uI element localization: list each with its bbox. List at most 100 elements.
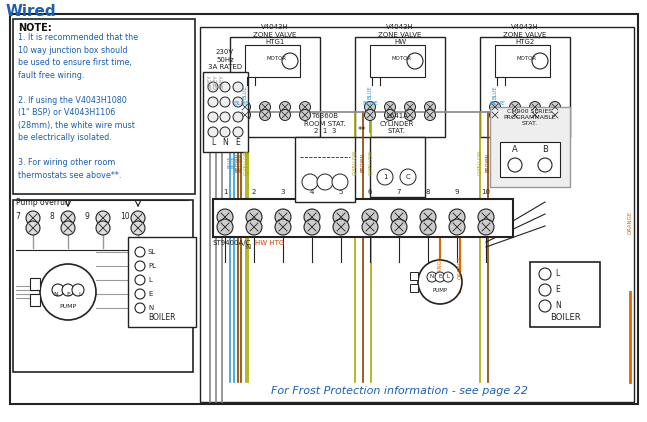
Circle shape xyxy=(275,219,291,235)
Circle shape xyxy=(135,303,145,313)
Circle shape xyxy=(135,275,145,285)
Text: Wired: Wired xyxy=(6,4,57,19)
Circle shape xyxy=(96,211,110,225)
Circle shape xyxy=(233,127,243,137)
Circle shape xyxy=(478,219,494,235)
Circle shape xyxy=(529,102,540,113)
Circle shape xyxy=(61,221,75,235)
Circle shape xyxy=(62,284,74,296)
Text: PUMP: PUMP xyxy=(432,287,448,292)
Circle shape xyxy=(135,289,145,299)
Text: SL: SL xyxy=(148,249,156,255)
Text: 6: 6 xyxy=(367,189,372,195)
Text: E: E xyxy=(438,274,442,279)
Circle shape xyxy=(424,109,435,121)
Text: E: E xyxy=(555,286,560,295)
Circle shape xyxy=(259,109,270,121)
Bar xyxy=(30,294,40,306)
Circle shape xyxy=(333,219,349,235)
Text: V4043H
ZONE VALVE
HTG1: V4043H ZONE VALVE HTG1 xyxy=(254,24,297,45)
Text: Pump overrun: Pump overrun xyxy=(16,198,70,207)
Circle shape xyxy=(427,272,437,282)
Circle shape xyxy=(407,53,423,69)
Text: L: L xyxy=(148,277,152,283)
Circle shape xyxy=(280,102,291,113)
Text: 1: 1 xyxy=(383,174,388,180)
Circle shape xyxy=(131,211,145,225)
Circle shape xyxy=(539,300,551,312)
Circle shape xyxy=(135,247,145,257)
Bar xyxy=(495,45,550,77)
Circle shape xyxy=(26,221,40,235)
Text: L: L xyxy=(555,270,559,279)
Bar xyxy=(500,142,560,177)
Text: ORANGE: ORANGE xyxy=(437,255,443,279)
Circle shape xyxy=(420,219,436,235)
Text: BLUE: BLUE xyxy=(233,101,249,106)
Text: BLUE: BLUE xyxy=(492,85,498,99)
Circle shape xyxy=(549,109,560,121)
Circle shape xyxy=(52,284,64,296)
Bar xyxy=(355,37,445,137)
Bar xyxy=(230,37,320,137)
Circle shape xyxy=(300,109,311,121)
Text: BROWN: BROWN xyxy=(236,152,241,172)
Circle shape xyxy=(539,284,551,296)
Text: PUMP: PUMP xyxy=(60,303,76,308)
Circle shape xyxy=(220,112,230,122)
Text: N: N xyxy=(245,244,250,250)
Circle shape xyxy=(40,264,96,320)
Circle shape xyxy=(508,158,522,172)
Text: C: C xyxy=(406,174,410,180)
Circle shape xyxy=(400,169,416,185)
Bar xyxy=(13,200,193,372)
Circle shape xyxy=(449,209,465,225)
Text: V4043H
ZONE VALVE
HTG2: V4043H ZONE VALVE HTG2 xyxy=(503,24,547,45)
Text: BLUE: BLUE xyxy=(362,101,378,106)
Circle shape xyxy=(208,127,218,137)
Bar xyxy=(30,278,40,290)
Circle shape xyxy=(362,209,378,225)
Circle shape xyxy=(384,102,395,113)
Text: 10: 10 xyxy=(481,189,490,195)
Text: BOILER: BOILER xyxy=(148,313,176,322)
Circle shape xyxy=(220,127,230,137)
Text: E: E xyxy=(148,291,153,297)
Circle shape xyxy=(280,109,291,121)
Circle shape xyxy=(538,158,552,172)
Text: ST9400A/C: ST9400A/C xyxy=(213,240,252,246)
Circle shape xyxy=(529,109,540,121)
Circle shape xyxy=(549,102,560,113)
Text: T6360B
ROOM STAT.
2  1  3: T6360B ROOM STAT. 2 1 3 xyxy=(304,113,346,134)
Bar xyxy=(203,72,248,152)
Circle shape xyxy=(217,219,233,235)
Text: 9: 9 xyxy=(455,189,459,195)
Text: GREY: GREY xyxy=(214,75,219,89)
Bar xyxy=(410,284,418,292)
Text: G/YELLOW: G/YELLOW xyxy=(243,149,248,175)
Text: A: A xyxy=(512,144,518,154)
Circle shape xyxy=(391,209,407,225)
Text: L: L xyxy=(446,274,450,279)
Circle shape xyxy=(362,219,378,235)
Text: PL: PL xyxy=(148,263,156,269)
Bar xyxy=(200,27,634,402)
Circle shape xyxy=(418,260,462,304)
Bar xyxy=(410,272,418,280)
Circle shape xyxy=(364,102,375,113)
Circle shape xyxy=(449,219,465,235)
Circle shape xyxy=(220,97,230,107)
Circle shape xyxy=(333,209,349,225)
Text: G/YELLOW: G/YELLOW xyxy=(353,149,358,175)
Text: 1. It is recommended that the
10 way junction box should
be used to ensure first: 1. It is recommended that the 10 way jun… xyxy=(18,33,138,179)
Text: ORANGE: ORANGE xyxy=(628,211,633,234)
Text: 230V
50Hz
3A RATED: 230V 50Hz 3A RATED xyxy=(208,49,242,70)
Circle shape xyxy=(302,174,318,190)
Text: L641A
CYLINDER
STAT.: L641A CYLINDER STAT. xyxy=(380,113,414,134)
Text: 4: 4 xyxy=(310,189,314,195)
Text: G/YELLOW: G/YELLOW xyxy=(245,149,250,175)
Text: L: L xyxy=(211,138,215,146)
Circle shape xyxy=(443,272,453,282)
Circle shape xyxy=(332,174,348,190)
Circle shape xyxy=(391,219,407,235)
